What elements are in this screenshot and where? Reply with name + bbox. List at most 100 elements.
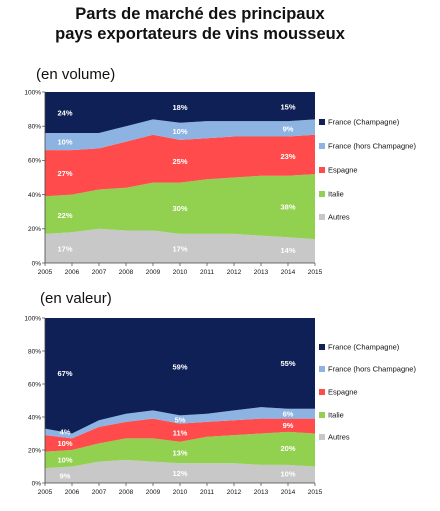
value-data-label: 9%	[283, 421, 294, 430]
volume-legend-label: France (hors Champagne)	[328, 142, 416, 151]
volume-legend-swatch	[319, 214, 325, 220]
value-data-label: 10%	[57, 456, 72, 465]
value-data-label: 5%	[175, 415, 186, 424]
volume-legend-swatch	[319, 119, 325, 125]
volume-data-label: 9%	[283, 125, 294, 134]
value-data-label: 9%	[60, 471, 71, 480]
volume-data-label: 10%	[172, 127, 187, 136]
volume-legend-swatch	[319, 143, 325, 149]
value-x-tick-label: 2015	[308, 489, 323, 496]
value-legend-swatch	[319, 434, 325, 440]
value-area-autres	[45, 459, 315, 483]
volume-y-tick-label: 40%	[28, 192, 41, 199]
value-data-label: 67%	[57, 369, 72, 378]
volume-y-tick-label: 0%	[32, 260, 42, 267]
volume-area-france-champagne	[45, 92, 315, 133]
value-legend-label: Italie	[328, 411, 344, 420]
volume-subtitle: (en volume)	[36, 66, 116, 83]
value-area-france-hors-champagne	[45, 407, 315, 439]
value-y-tick-label: 40%	[28, 414, 41, 421]
volume-legend-label: France (Champagne)	[328, 118, 400, 127]
value-x-tick-label: 2012	[227, 489, 242, 496]
volume-legend-swatch	[319, 167, 325, 173]
value-legend-swatch	[319, 412, 325, 418]
volume-x-tick-label: 2012	[227, 269, 242, 276]
value-data-label: 6%	[283, 410, 294, 419]
volume-x-tick-label: 2009	[146, 269, 161, 276]
volume-x-tick-label: 2015	[308, 269, 323, 276]
value-x-tick-label: 2005	[38, 489, 53, 496]
volume-data-label: 14%	[280, 246, 295, 255]
volume-area-espagne	[45, 134, 315, 197]
value-legend-label: Espagne	[328, 388, 358, 397]
volume-y-tick-label: 60%	[28, 158, 41, 165]
volume-data-label: 30%	[172, 204, 187, 213]
value-area-espagne	[45, 418, 315, 452]
value-x-tick-label: 2006	[65, 489, 80, 496]
title-line-1: Parts de marché des principaux	[75, 5, 325, 23]
volume-x-tick-label: 2014	[281, 269, 296, 276]
value-legend-swatch	[319, 344, 325, 350]
volume-x-tick-label: 2005	[38, 269, 53, 276]
value-legend-label: France (Champagne)	[328, 343, 400, 352]
value-x-tick-label: 2013	[254, 489, 269, 496]
value-x-tick-label: 2009	[146, 489, 161, 496]
value-y-tick-label: 0%	[32, 480, 42, 487]
volume-data-label: 25%	[172, 157, 187, 166]
value-area-france-champagne	[45, 318, 315, 434]
value-data-label: 10%	[57, 439, 72, 448]
value-data-label: 13%	[172, 448, 187, 457]
volume-legend-swatch	[319, 191, 325, 197]
volume-legend-label: Autres	[328, 213, 350, 222]
value-legend-label: France (hors Champagne)	[328, 365, 416, 374]
volume-x-tick-label: 2006	[65, 269, 80, 276]
value-x-tick-label: 2010	[173, 489, 188, 496]
volume-x-tick-label: 2008	[119, 269, 134, 276]
volume-data-label: 22%	[57, 211, 72, 220]
value-legend-swatch	[319, 389, 325, 395]
volume-x-tick-label: 2011	[200, 269, 214, 276]
volume-data-label: 23%	[280, 152, 295, 161]
value-y-tick-label: 60%	[28, 381, 41, 388]
volume-legend-label: Espagne	[328, 166, 358, 175]
value-data-label: 59%	[172, 362, 187, 371]
page-title: Parts de marché des principaux pays expo…	[0, 4, 400, 44]
volume-data-label: 24%	[57, 108, 72, 117]
volume-x-tick-label: 2013	[254, 269, 269, 276]
volume-legend-label: Italie	[328, 190, 344, 199]
value-data-label: 11%	[173, 428, 188, 437]
value-legend-swatch	[319, 366, 325, 372]
value-x-tick-label: 2014	[281, 489, 296, 496]
volume-area-autres	[45, 228, 315, 263]
volume-y-tick-label: 80%	[28, 124, 41, 131]
value-y-tick-label: 100%	[24, 315, 41, 322]
volume-data-label: 15%	[280, 102, 295, 111]
value-subtitle: (en valeur)	[40, 290, 112, 307]
value-legend-label: Autres	[328, 433, 350, 442]
volume-area-france-hors-champagne	[45, 119, 315, 151]
volume-data-label: 38%	[280, 202, 295, 211]
value-data-label: 10%	[280, 470, 295, 479]
volume-x-tick-label: 2010	[173, 269, 188, 276]
value-x-tick-label: 2008	[119, 489, 134, 496]
title-line-2: pays exportateurs de vins mousseux	[55, 25, 345, 43]
value-x-tick-label: 2007	[92, 489, 107, 496]
value-data-label: 12%	[172, 469, 187, 478]
value-x-tick-label: 2011	[200, 489, 214, 496]
value-data-label: 4%	[60, 428, 71, 437]
volume-data-label: 27%	[57, 169, 72, 178]
value-area-italie	[45, 431, 315, 469]
volume-data-label: 10%	[57, 137, 72, 146]
volume-y-tick-label: 20%	[28, 226, 41, 233]
volume-data-label: 17%	[57, 244, 72, 253]
value-data-label: 55%	[280, 359, 295, 368]
value-data-label: 20%	[280, 444, 295, 453]
volume-y-tick-label: 100%	[24, 89, 41, 96]
volume-data-label: 17%	[172, 244, 187, 253]
value-y-tick-label: 20%	[28, 447, 41, 454]
volume-area-italie	[45, 174, 315, 240]
value-y-tick-label: 80%	[28, 348, 41, 355]
volume-data-label: 18%	[172, 103, 187, 112]
volume-x-tick-label: 2007	[92, 269, 107, 276]
